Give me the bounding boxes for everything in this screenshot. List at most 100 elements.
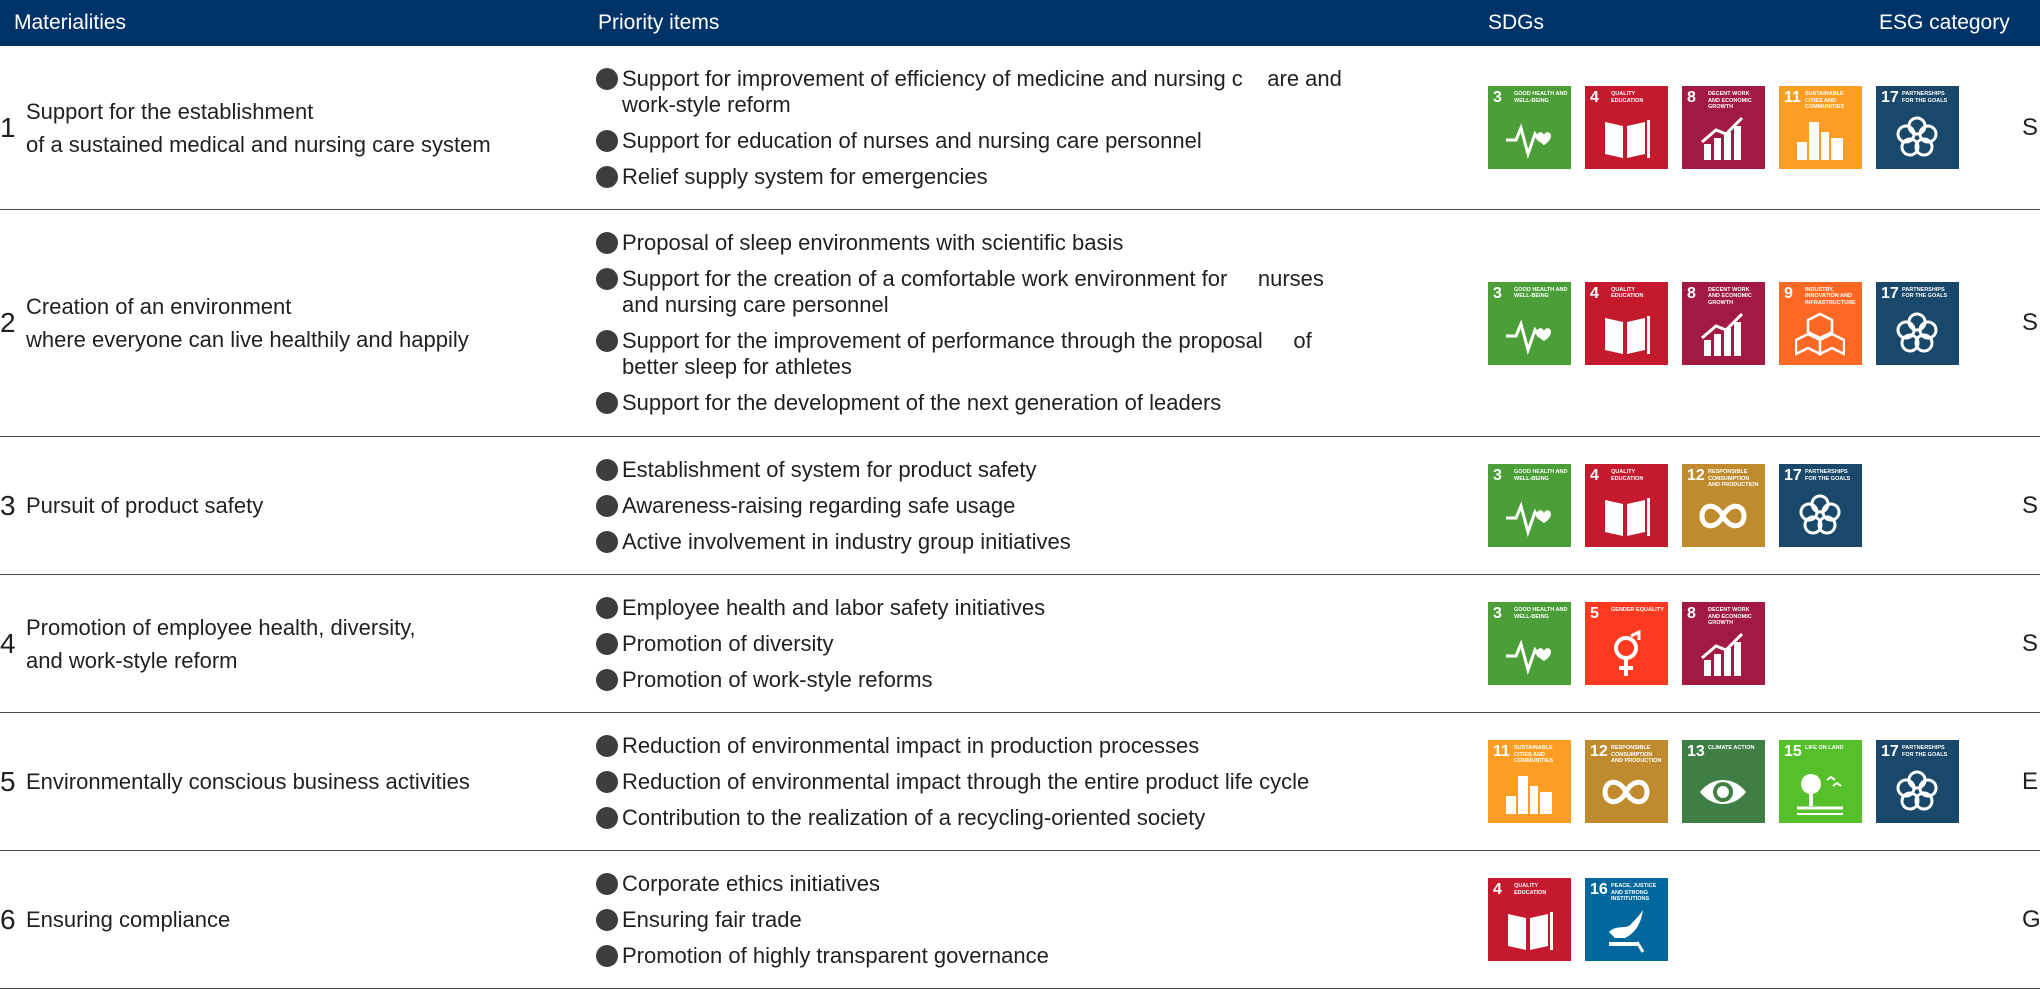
priority-item-text: Relief supply system for emergencies: [622, 163, 988, 189]
sdg-11-city-icon: 11 SUSTAINABLE CITIES AND COMMUNITIES: [1779, 86, 1862, 169]
table-row: 2 Creation of an environment where everyon…: [0, 210, 2040, 437]
table-row: 4 Promotion of employee health, diversity…: [0, 575, 2040, 713]
book-icon: [1605, 498, 1650, 536]
priority-items: Support for improvement of efficiency of…: [596, 46, 1416, 209]
sdg-number: 4: [1590, 89, 1599, 106]
bullet-icon: [596, 872, 618, 895]
priority-item-text: Support for improvement of efficiency of…: [622, 65, 1342, 117]
bullet-icon: [596, 330, 618, 352]
dove-icon: [1609, 910, 1645, 953]
priority-items: Establishment of system for product safe…: [596, 437, 1416, 574]
table-row: 3 Pursuit of product safety Establishment …: [0, 437, 2040, 575]
materiality-number: 5: [0, 765, 16, 797]
table-row: 6 Ensuring compliance Corporate ethics ini…: [0, 851, 2040, 989]
sdg-17-flower-icon: 17 PARTNERSHIPS FOR THE GOALS: [1779, 464, 1862, 547]
materiality-title: Promotion of employee health, diversity,…: [26, 611, 416, 677]
sdg-title: DECENT WORK AND ECONOMIC GROWTH: [1708, 286, 1752, 306]
sdg-title: PARTNERSHIPS FOR THE GOALS: [1902, 286, 1948, 300]
priority-item-text: Support for the creation of a comfortabl…: [622, 266, 1324, 317]
materiality-title-line: and work-style reform: [26, 647, 238, 673]
sdg-9-cubes-icon: 9 INDUSTRY, INNOVATION AND INFRASTRUCTURE: [1779, 281, 1862, 365]
sdg-3-heartbeat-icon: 3 GOOD HEALTH AND WELL-BEING: [1488, 464, 1571, 547]
bullet-icon: [596, 806, 618, 829]
sdg-title: QUALITY EDUCATION: [1514, 883, 1547, 896]
sdg-title: QUALITY EDUCATION: [1611, 286, 1644, 300]
priority-item: Proposal of sleep environments with scie…: [596, 230, 1416, 256]
priority-item: Awareness-raising regarding safe usage: [596, 493, 1416, 519]
priority-item-text: Promotion of diversity: [622, 630, 834, 656]
esg-category: E: [2022, 767, 2039, 795]
priority-item-text: Proposal of sleep environments with scie…: [622, 230, 1124, 255]
flower-icon: [1896, 770, 1938, 811]
tree-icon: [1797, 774, 1843, 815]
esg-category: S: [2022, 491, 2039, 519]
priority-items: Corporate ethics initiatives Ensuring fai…: [596, 851, 1416, 988]
bullet-icon: [596, 530, 618, 553]
priority-item-text: Active involvement in industry group ini…: [622, 528, 1071, 554]
sdg-number: 17: [1881, 284, 1899, 302]
sdg-3-heartbeat-icon: 3 GOOD HEALTH AND WELL-BEING: [1488, 602, 1571, 685]
materiality-number: 2: [0, 307, 16, 338]
sdg-title: GOOD HEALTH AND WELL-BEING: [1514, 469, 1568, 482]
sdg-3-heartbeat-icon: 3 GOOD HEALTH AND WELL-BEING: [1488, 86, 1571, 169]
priority-item: Corporate ethics initiatives: [596, 871, 1416, 897]
priority-item-text: Support for the improvement of performan…: [622, 328, 1312, 379]
sdg-4-book-icon: 4 QUALITY EDUCATION: [1585, 281, 1668, 365]
bullet-icon: [596, 67, 618, 90]
bullet-icon: [596, 770, 618, 793]
bullet-icon: [596, 494, 618, 517]
infinity-icon: [1602, 779, 1650, 805]
materiality-title: Environmentally conscious business activ…: [26, 765, 470, 798]
sdg-title: SUSTAINABLE CITIES AND COMMUNITIES: [1514, 745, 1554, 764]
priority-item: Contribution to the realization of a rec…: [596, 805, 1416, 831]
sdg-number: 17: [1881, 743, 1899, 760]
sdg-13-eye-globe-icon: 13 CLIMATE ACTION: [1682, 740, 1765, 823]
flower-icon: [1896, 312, 1938, 352]
infinity-icon: [1699, 503, 1747, 529]
table-row: 1 Support for the establishment of a susta…: [0, 46, 2040, 210]
priority-item-text: Establishment of system for product safe…: [622, 456, 1037, 482]
materiality-title-line: Pursuit of product safety: [26, 493, 264, 518]
sdg-number: 8: [1687, 284, 1696, 302]
sdg-number: 13: [1687, 743, 1705, 760]
bullet-icon: [596, 165, 618, 188]
esg-category: S: [2022, 309, 2039, 336]
priority-item: Promotion of highly transparent governan…: [596, 943, 1416, 969]
bullet-icon: [596, 944, 618, 967]
sdg-title: LIFE ON LAND: [1805, 745, 1844, 751]
bullet-icon: [596, 268, 618, 290]
sdg-title: GOOD HEALTH AND WELL-BEING: [1514, 286, 1568, 300]
sdg-title: GOOD HEALTH AND WELL-BEING: [1514, 91, 1568, 104]
priority-item: Establishment of system for product safe…: [596, 457, 1416, 483]
sdg-number: 3: [1493, 284, 1502, 302]
bullet-icon: [596, 232, 618, 254]
materiality-cell: 1 Support for the establishment of a susta…: [0, 46, 491, 209]
bullet-icon: [596, 668, 618, 691]
priority-item-text: Support for education of nurses and nurs…: [622, 127, 1202, 153]
materiality-cell: 2 Creation of an environment where everyon…: [0, 210, 469, 436]
cubes-icon: [1795, 312, 1845, 356]
sdg-title: PARTNERSHIPS FOR THE GOALS: [1902, 745, 1948, 758]
priority-item: Relief supply system for emergencies: [596, 164, 1416, 190]
sdg-title: RESPONSIBLE CONSUMPTION AND PRODUCTION: [1708, 469, 1759, 488]
priority-items: Proposal of sleep environments with scie…: [596, 210, 1416, 436]
priority-item-text: Ensuring fair trade: [622, 906, 802, 932]
sdg-number: 4: [1590, 284, 1599, 302]
priority-item: Support for the improvement of performan…: [596, 328, 1416, 380]
priority-item-text: Reduction of environmental impact in pro…: [622, 732, 1200, 758]
sdg-icons: 3 GOOD HEALTH AND WELL-BEING 5 GENDER EQUAL…: [1488, 575, 1779, 712]
materiality-title-line: Environmentally conscious business activ…: [26, 769, 470, 794]
bullet-icon: [596, 632, 618, 655]
sdg-17-flower-icon: 17 PARTNERSHIPS FOR THE GOALS: [1876, 281, 1959, 365]
bullet-icon: [596, 129, 618, 152]
sdg-number: 16: [1590, 881, 1608, 898]
sdg-number: 11: [1493, 743, 1510, 760]
table-header: Materialities Priority items SDGs ESG ca…: [0, 0, 2040, 46]
eye-globe-icon: [1700, 780, 1746, 804]
materiality-number: 1: [0, 111, 16, 143]
materiality-cell: 3 Pursuit of product safety: [0, 437, 263, 574]
heartbeat-icon: [1506, 123, 1551, 160]
materiality-title-line: where everyone can live healthily and ha…: [26, 327, 469, 352]
sdg-number: 9: [1784, 284, 1793, 302]
materiality-title: Creation of an environment where everyone…: [26, 290, 469, 356]
